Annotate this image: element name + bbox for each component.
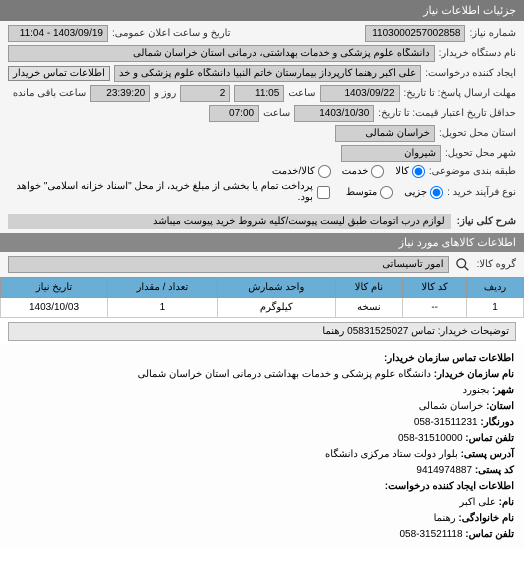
radio-goods[interactable]: [412, 165, 425, 178]
validity-date-field[interactable]: [294, 105, 374, 122]
requester-field[interactable]: [114, 65, 421, 82]
payment-checkbox[interactable]: [317, 186, 330, 199]
purchase-type-label: نوع فرآیند خرید :: [447, 187, 516, 198]
fax-value: 31511231-058: [414, 417, 478, 428]
buyer-notes-value: تماس 05831525027 رهنما: [322, 326, 435, 337]
requester-title: اطلاعات ایجاد کننده درخواست:: [10, 479, 514, 495]
th-1: کد کالا: [403, 278, 467, 298]
contact-phone-label: تلفن تماس:: [465, 529, 514, 540]
validity-time-field[interactable]: [209, 105, 259, 122]
buyer-notes-label: توضیحات خریدار:: [438, 326, 509, 337]
payment-note-text: پرداخت تمام یا بخشی از مبلغ خرید، از محل…: [8, 181, 313, 203]
contact-section: اطلاعات تماس سازمان خریدار: نام سازمان خ…: [0, 345, 524, 549]
desc-label: شرح کلی نیاز:: [457, 216, 516, 227]
td-0: 1: [467, 298, 524, 318]
city-label: شهر محل تحویل:: [445, 148, 516, 159]
time-remain-field[interactable]: [90, 85, 150, 102]
lastname-label: نام خانوادگی:: [458, 513, 514, 524]
radio-small[interactable]: [430, 186, 443, 199]
postal-value: 9414974887: [416, 465, 472, 476]
category-label: طبقه بندی موضوعی:: [429, 166, 516, 177]
group-label: گروه کالا:: [477, 259, 516, 270]
org-label: نام سازمان خریدار:: [434, 369, 514, 380]
page-header: جزئیات اطلاعات نیاز: [0, 0, 524, 21]
td-3: کیلوگرم: [217, 298, 335, 318]
phone-label: تلفن تماس:: [465, 433, 514, 444]
group-row: گروه کالا:: [0, 252, 524, 277]
need-no-label: شماره نیاز:: [469, 28, 516, 39]
contact-city-label: شهر:: [492, 385, 514, 396]
radio-service[interactable]: [371, 165, 384, 178]
contact-title: اطلاعات تماس سازمان خریدار:: [10, 351, 514, 367]
time-remain-label: ساعت باقی مانده: [13, 88, 86, 99]
announce-label: تاریخ و ساعت اعلان عمومی:: [112, 28, 231, 39]
announce-field[interactable]: [8, 25, 108, 42]
address-label: آدرس پستی:: [461, 449, 514, 460]
contact-city-value: بجنورد: [463, 385, 490, 396]
th-5: تاریخ نیاز: [1, 278, 108, 298]
search-icon[interactable]: [455, 257, 471, 273]
requester-label: ایجاد کننده درخواست:: [425, 68, 516, 79]
phone-value: 31510000-058: [398, 433, 463, 444]
td-2: نسخه: [335, 298, 403, 318]
fax-label: دورنگار:: [480, 417, 514, 428]
form-section: شماره نیاز: تاریخ و ساعت اعلان عمومی: نا…: [0, 21, 524, 210]
purchase-type-radios: جزیی متوسط: [338, 186, 443, 199]
province-field[interactable]: [335, 125, 435, 142]
th-2: نام کالا: [335, 278, 403, 298]
days-remain-label: روز و: [154, 88, 176, 99]
time-label-2: ساعت: [263, 108, 290, 119]
radio-medium-label: متوسط: [346, 187, 377, 198]
contact-province-value: خراسان شمالی: [419, 401, 484, 412]
header-title: جزئیات اطلاعات نیاز: [423, 5, 516, 17]
payment-note: پرداخت تمام یا بخشی از مبلغ خرید، از محل…: [8, 181, 330, 203]
description-row: شرح کلی نیاز: لوازم درب اتومات طبق لیست …: [0, 210, 524, 233]
desc-value: لوازم درب اتومات طبق لیست پیوست/کلیه شرو…: [8, 214, 451, 229]
category-radios: کالا خدمت کالا/خدمت: [264, 165, 425, 178]
contact-phone-value: 31521118-058: [399, 529, 462, 540]
name-value: علی اکبر: [459, 497, 495, 508]
buyer-label: نام دستگاه خریدار:: [439, 48, 516, 59]
time-label-1: ساعت: [288, 88, 315, 99]
contact-province-label: استان:: [486, 401, 514, 412]
table-row: 1 -- نسخه کیلوگرم 1 1403/10/03: [1, 298, 524, 318]
province-label: استان محل تحویل:: [439, 128, 516, 139]
radio-small-label: جزیی: [404, 187, 427, 198]
lastname-value: رهنما: [434, 513, 456, 524]
buyer-field[interactable]: [8, 45, 435, 62]
td-1: --: [403, 298, 467, 318]
validity-label: حداقل تاریخ اعتبار قیمت: تا تاریخ:: [378, 108, 516, 119]
td-4: 1: [107, 298, 217, 318]
buyer-notes: توضیحات خریدار: تماس 05831525027 رهنما: [8, 322, 516, 341]
th-4: تعداد / مقدار: [107, 278, 217, 298]
org-value: دانشگاه علوم پزشکی و خدمات بهداشتی درمان…: [138, 369, 431, 380]
radio-both-label: کالا/خدمت: [272, 166, 315, 177]
td-5: 1403/10/03: [1, 298, 108, 318]
table-header-row: ردیف کد کالا نام کالا واحد شمارش تعداد /…: [1, 278, 524, 298]
address-value: بلوار دولت ستاد مرکزی دانشگاه: [325, 449, 458, 460]
need-no-field[interactable]: [365, 25, 465, 42]
days-remain-field[interactable]: [180, 85, 230, 102]
group-field[interactable]: [8, 256, 449, 273]
th-3: واحد شمارش: [217, 278, 335, 298]
items-section-title: اطلاعات کالاهای مورد نیاز: [0, 233, 524, 252]
deadline-label: مهلت ارسال پاسخ: تا تاریخ:: [404, 88, 516, 99]
radio-medium[interactable]: [380, 186, 393, 199]
contact-button[interactable]: اطلاعات تماس خریدار: [8, 66, 110, 81]
deadline-time-field[interactable]: [234, 85, 284, 102]
postal-label: کد پستی:: [475, 465, 514, 476]
deadline-date-field[interactable]: [320, 85, 400, 102]
radio-both[interactable]: [318, 165, 331, 178]
radio-service-label: خدمت: [342, 166, 369, 177]
items-table: ردیف کد کالا نام کالا واحد شمارش تعداد /…: [0, 277, 524, 318]
radio-goods-label: کالا: [395, 166, 409, 177]
th-0: ردیف: [467, 278, 524, 298]
name-label: نام:: [499, 497, 514, 508]
city-field[interactable]: [341, 145, 441, 162]
